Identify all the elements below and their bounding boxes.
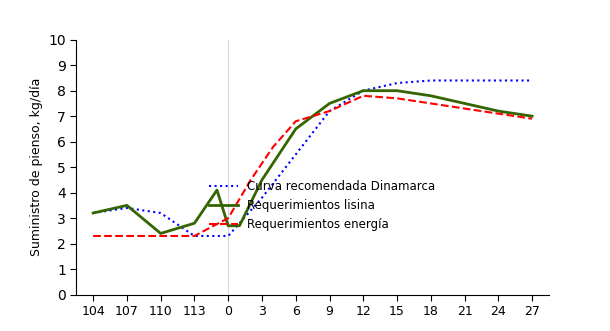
Requerimientos lisina — [495, 109, 502, 113]
Curva recomendada Dinamarca — [191, 234, 198, 238]
Curva recomendada Dinamarca — [427, 78, 434, 82]
Requerimientos lisina — [360, 89, 367, 93]
Requerimientos energía — [495, 112, 502, 116]
Line: Curva recomendada Dinamarca: Curva recomendada Dinamarca — [93, 80, 532, 236]
Requerimientos energía — [224, 216, 232, 220]
Requerimientos lisina — [224, 224, 232, 228]
Requerimientos lisina — [236, 224, 243, 228]
Curva recomendada Dinamarca — [292, 152, 300, 156]
Requerimientos lisina — [123, 203, 131, 207]
Requerimientos energía — [326, 109, 333, 113]
Curva recomendada Dinamarca — [495, 78, 502, 82]
Requerimientos lisina — [90, 211, 97, 215]
Curva recomendada Dinamarca — [224, 234, 232, 238]
Requerimientos energía — [157, 234, 164, 238]
Line: Requerimientos lisina: Requerimientos lisina — [93, 91, 532, 233]
Curva recomendada Dinamarca — [393, 81, 401, 85]
Requerimientos lisina — [528, 114, 536, 118]
Requerimientos energía — [90, 234, 97, 238]
Requerimientos energía — [528, 117, 536, 121]
Requerimientos lisina — [191, 221, 198, 225]
Curva recomendada Dinamarca — [461, 78, 468, 82]
Curva recomendada Dinamarca — [528, 78, 536, 82]
Curva recomendada Dinamarca — [157, 211, 164, 215]
Requerimientos energía — [191, 234, 198, 238]
Requerimientos energía — [427, 101, 434, 105]
Requerimientos energía — [270, 145, 277, 149]
Curva recomendada Dinamarca — [207, 234, 215, 238]
Requerimientos lisina — [292, 127, 300, 131]
Curva recomendada Dinamarca — [258, 196, 265, 200]
Requerimientos energía — [461, 107, 468, 111]
Line: Requerimientos energía: Requerimientos energía — [93, 96, 532, 236]
Requerimientos lisina — [393, 89, 401, 93]
Requerimientos lisina — [157, 231, 164, 235]
Requerimientos lisina — [258, 178, 265, 182]
Requerimientos energía — [360, 94, 367, 98]
Requerimientos energía — [292, 119, 300, 123]
Requerimientos lisina — [214, 188, 221, 192]
Curva recomendada Dinamarca — [360, 89, 367, 93]
Legend: Curva recomendada Dinamarca, Requerimientos lisina, Requerimientos energía: Curva recomendada Dinamarca, Requerimien… — [204, 175, 440, 236]
Curva recomendada Dinamarca — [90, 211, 97, 215]
Requerimientos lisina — [427, 94, 434, 98]
Requerimientos energía — [123, 234, 131, 238]
Requerimientos lisina — [461, 101, 468, 105]
Requerimientos energía — [247, 178, 254, 182]
Requerimientos lisina — [326, 101, 333, 105]
Curva recomendada Dinamarca — [326, 109, 333, 113]
Curva recomendada Dinamarca — [123, 206, 131, 210]
Requerimientos energía — [393, 96, 401, 100]
Y-axis label: Suministro de pienso, kg/día: Suministro de pienso, kg/día — [30, 78, 43, 256]
